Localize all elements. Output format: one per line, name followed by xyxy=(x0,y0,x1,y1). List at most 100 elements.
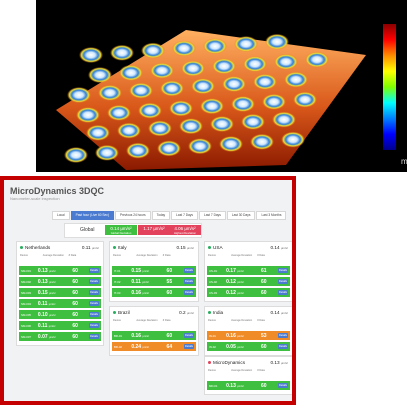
device-id: NM-003 xyxy=(21,291,31,295)
tab-last-7-days-b[interactable]: Last 7 Days xyxy=(199,211,226,220)
details-button[interactable]: Details xyxy=(89,279,99,284)
device-average: 0.15 xyxy=(37,289,48,296)
details-button[interactable]: Details xyxy=(89,268,99,273)
details-button[interactable]: Details xyxy=(89,323,99,328)
device-count: 55 xyxy=(166,278,173,285)
surface-well xyxy=(107,104,131,121)
region-name: Italy xyxy=(118,245,127,250)
surface-well xyxy=(160,80,184,97)
surface-well xyxy=(281,131,305,148)
column-header-average: Average Deviation xyxy=(231,254,253,257)
tab-past-hour[interactable]: Past hour (Live 60 Sec) xyxy=(70,211,114,220)
device-row[interactable]: US-02 0.12 μm/s² 60 Details xyxy=(207,277,290,286)
device-count: 60 xyxy=(260,343,267,350)
region-card-netherlands: Netherlands 0.11 μm/s² Device Average Devia… xyxy=(16,241,104,346)
details-button[interactable]: Details xyxy=(184,268,194,273)
device-row[interactable]: NM-007 0.07 μm/s² 60 Details xyxy=(19,332,101,341)
surface-well xyxy=(253,73,277,90)
details-button[interactable]: Details xyxy=(278,333,288,338)
app-title: MicroDynamics 3DQC xyxy=(10,186,105,196)
device-count: 60 xyxy=(260,289,267,296)
device-average: 0.12 xyxy=(226,278,236,285)
surface-well xyxy=(181,60,205,77)
surface-plot-canvas xyxy=(56,30,366,170)
device-row[interactable]: IN-02 0.05 μm/s² 60 Details xyxy=(207,342,290,351)
surface-well xyxy=(200,98,224,115)
device-id: IN-01 xyxy=(209,334,216,338)
surface-well xyxy=(191,78,215,95)
column-header-device: Device xyxy=(20,254,28,257)
device-average: 0.13 xyxy=(226,382,236,389)
details-button[interactable]: Details xyxy=(278,290,288,295)
region-name: India xyxy=(213,310,224,315)
status-dot xyxy=(113,246,116,249)
details-button[interactable]: Details xyxy=(184,279,194,284)
surface-well xyxy=(203,38,227,55)
tab-last-3-months[interactable]: Last 3 Months xyxy=(256,211,287,220)
tab-last-7-days[interactable]: Last 7 Days xyxy=(171,211,198,220)
device-row[interactable]: MD-01 0.13 μm/s² 60 Details xyxy=(207,381,290,390)
details-button[interactable]: Details xyxy=(184,290,194,295)
device-row[interactable]: IT-01 0.15 μm/s² 60 Details xyxy=(112,266,196,275)
device-row[interactable]: NM-003 0.15 μm/s² 60 Details xyxy=(19,288,101,297)
tab-last-30-days[interactable]: Last 30 Days xyxy=(226,211,256,220)
column-header-count: # Data xyxy=(257,319,265,322)
device-row[interactable]: NM-001 0.13 μm/s² 60 Details xyxy=(19,266,101,275)
device-average: 0.24 xyxy=(131,343,142,350)
time-range-tabs: Local Past hour (Live 60 Sec) Previous 2… xyxy=(52,211,287,220)
device-average: 0.17 xyxy=(226,267,236,274)
device-id: NM-004 xyxy=(21,302,31,306)
surface-plot: 20 15 10 5 0 microns xyxy=(36,0,407,172)
device-row[interactable]: IN-01 0.16 μm/s² 53 Details xyxy=(207,331,290,340)
device-row[interactable]: NM-005 0.10 μm/s² 60 Details xyxy=(19,310,101,319)
tab-local[interactable]: Local xyxy=(52,211,70,220)
device-row[interactable]: NM-004 0.11 μm/s² 60 Details xyxy=(19,299,101,308)
details-button[interactable]: Details xyxy=(89,334,99,339)
column-header-count: # Data xyxy=(162,319,171,322)
device-row[interactable]: BR-01 0.16 μm/s² 60 Details xyxy=(112,331,196,340)
tab-previous-24h[interactable]: Previous 24 hours xyxy=(114,211,151,220)
column-header-device: Device xyxy=(208,254,216,257)
device-row[interactable]: US-01 0.17 μm/s² 61 Details xyxy=(207,266,290,275)
device-average: 0.07 xyxy=(37,333,48,340)
column-header-count: # Data xyxy=(257,254,265,257)
device-id: BR-01 xyxy=(114,334,122,338)
surface-well xyxy=(272,111,296,128)
details-button[interactable]: Details xyxy=(89,290,99,295)
device-average: 0.12 xyxy=(226,289,236,296)
device-id: US-02 xyxy=(209,280,217,284)
column-header-average: Average Deviation xyxy=(231,319,253,322)
region-value: 0.13 xyxy=(270,360,280,365)
details-button[interactable]: Details xyxy=(278,383,288,388)
tab-today[interactable]: Today xyxy=(151,211,171,220)
global-summary: Global 0.14 μm/s² Global Deviation 1.17 … xyxy=(64,223,202,238)
device-row[interactable]: BR-02 0.24 μm/s² 64 Details xyxy=(112,342,196,351)
details-button[interactable]: Details xyxy=(184,333,194,338)
highest-deviation-caption: Highest Deviation xyxy=(174,231,196,235)
surface-well xyxy=(241,113,265,130)
details-button[interactable]: Details xyxy=(184,344,194,349)
details-button[interactable]: Details xyxy=(278,279,288,284)
surface-well xyxy=(169,100,193,117)
region-name: USA xyxy=(213,245,223,250)
device-row[interactable]: NM-006 0.11 μm/s² 60 Details xyxy=(19,321,101,330)
column-header-count: # Data xyxy=(162,254,171,257)
device-row[interactable]: IT-03 0.16 μm/s² 60 Details xyxy=(112,288,196,297)
secondary-deviation-value: 1.17 xyxy=(143,226,153,231)
details-button[interactable]: Details xyxy=(89,301,99,306)
surface-well xyxy=(88,67,112,83)
surface-well xyxy=(150,62,174,79)
details-button[interactable]: Details xyxy=(278,268,288,273)
device-id: NM-006 xyxy=(21,324,31,328)
device-row[interactable]: US-03 0.12 μm/s² 60 Details xyxy=(207,288,290,297)
device-row[interactable]: NM-002 0.13 μm/s² 60 Details xyxy=(19,277,101,286)
device-count: 60 xyxy=(166,289,173,296)
region-card-india: India 0.14 μm/s² Device Average Deviation # … xyxy=(204,306,292,356)
details-button[interactable]: Details xyxy=(278,344,288,349)
region-value: 0.2 xyxy=(179,310,186,315)
device-count: 60 xyxy=(72,267,78,274)
device-average: 0.16 xyxy=(131,289,142,296)
device-id: US-03 xyxy=(209,291,217,295)
device-row[interactable]: IT-02 0.11 μm/s² 55 Details xyxy=(112,277,196,286)
details-button[interactable]: Details xyxy=(89,312,99,317)
